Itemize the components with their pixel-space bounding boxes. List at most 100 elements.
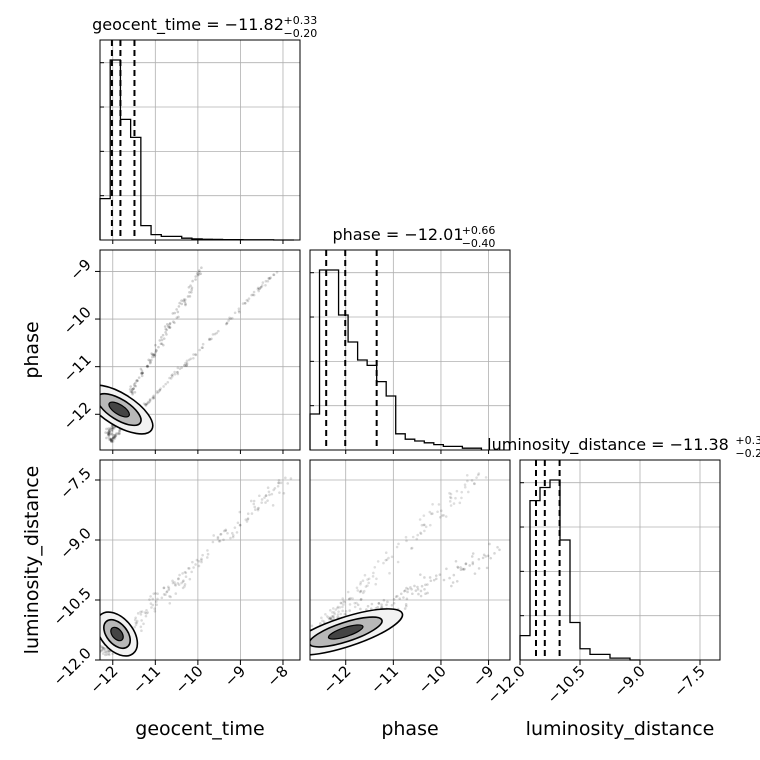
x-tick-label: −9.0 xyxy=(610,662,648,700)
sample-point xyxy=(200,560,203,564)
sample-point xyxy=(330,615,334,618)
x-tick-label: −12 xyxy=(86,662,121,697)
sample-point xyxy=(166,380,170,384)
sample-point xyxy=(266,279,270,283)
sample-point xyxy=(399,592,403,596)
sample-point xyxy=(384,551,388,554)
sample-point xyxy=(140,610,144,613)
sample-point xyxy=(485,566,489,570)
sample-point xyxy=(114,432,118,436)
sample-point xyxy=(153,609,157,613)
sample-point xyxy=(390,603,394,607)
sample-point xyxy=(148,398,152,402)
sample-point xyxy=(364,608,368,611)
sample-point xyxy=(377,601,381,605)
histogram-step xyxy=(309,269,483,450)
sample-point xyxy=(336,606,339,610)
sample-point xyxy=(431,502,434,506)
scatter-panel-geocent_time-vs-luminosity_distance xyxy=(99,459,301,661)
sample-point xyxy=(113,434,117,438)
sample-point xyxy=(135,621,139,625)
sample-point xyxy=(176,372,180,376)
sample-point xyxy=(149,595,152,598)
sample-point xyxy=(439,509,443,513)
sample-point xyxy=(329,616,332,620)
sample-point xyxy=(134,621,138,624)
sample-point xyxy=(106,650,109,654)
sample-point xyxy=(422,514,426,517)
sample-point xyxy=(241,302,245,305)
x-tick-label: −10 xyxy=(172,662,207,697)
sample-point xyxy=(149,358,153,362)
sample-point xyxy=(137,376,141,379)
sample-point xyxy=(484,555,488,558)
sample-point xyxy=(155,390,159,393)
sample-point xyxy=(112,435,116,439)
sample-point xyxy=(144,404,148,407)
sample-point xyxy=(272,488,275,492)
sample-point xyxy=(264,494,268,497)
sample-point xyxy=(470,555,474,558)
sample-point xyxy=(475,476,478,479)
sample-point xyxy=(154,600,158,603)
sample-point xyxy=(109,438,113,441)
sample-point xyxy=(110,427,113,431)
sample-point xyxy=(153,355,156,358)
sample-point xyxy=(134,623,138,627)
sample-point xyxy=(332,611,336,614)
sample-point xyxy=(473,572,477,575)
sample-point xyxy=(173,372,177,376)
sample-point xyxy=(472,482,476,485)
sample-point xyxy=(271,504,275,507)
sample-point xyxy=(256,286,260,290)
sample-point xyxy=(452,573,456,577)
sample-point xyxy=(372,571,375,575)
sample-point xyxy=(198,269,201,272)
sample-point xyxy=(382,561,385,565)
sample-point xyxy=(183,570,187,574)
sample-point xyxy=(169,595,172,599)
sample-point xyxy=(150,606,153,609)
y-axis-label: phase xyxy=(21,321,43,378)
sample-point xyxy=(430,512,433,516)
sample-point xyxy=(107,428,111,432)
sample-point xyxy=(373,566,377,569)
sample-point xyxy=(133,625,136,629)
sample-point xyxy=(140,619,143,622)
sample-point xyxy=(194,353,198,357)
sample-point xyxy=(451,581,455,584)
sample-point xyxy=(107,430,110,434)
sample-point xyxy=(145,364,149,368)
sample-point xyxy=(462,568,465,571)
sample-point xyxy=(456,566,460,569)
sample-point xyxy=(128,388,132,391)
sample-point xyxy=(134,384,138,388)
sample-point xyxy=(415,537,419,541)
sample-point xyxy=(356,589,360,592)
sample-point xyxy=(174,584,177,587)
sample-point xyxy=(166,585,170,589)
sample-point xyxy=(359,581,363,584)
sample-point xyxy=(108,429,112,433)
sample-point xyxy=(454,559,458,563)
sample-point xyxy=(208,337,211,341)
sample-point xyxy=(134,616,137,620)
sample-point xyxy=(380,606,383,609)
sample-point xyxy=(254,508,257,511)
sample-point xyxy=(185,359,189,363)
sample-point xyxy=(152,353,155,357)
sample-point xyxy=(109,437,113,441)
sample-point xyxy=(131,390,134,394)
sample-point xyxy=(105,427,108,431)
sample-point xyxy=(331,611,334,614)
sample-point xyxy=(426,591,429,595)
sample-point xyxy=(395,545,399,549)
sample-point xyxy=(417,592,420,596)
sample-point xyxy=(164,330,167,334)
sample-point xyxy=(107,432,110,436)
sample-point xyxy=(100,644,103,648)
sample-point xyxy=(206,549,209,552)
sample-point xyxy=(104,431,107,434)
sample-point xyxy=(423,576,426,579)
sample-point xyxy=(244,301,247,305)
